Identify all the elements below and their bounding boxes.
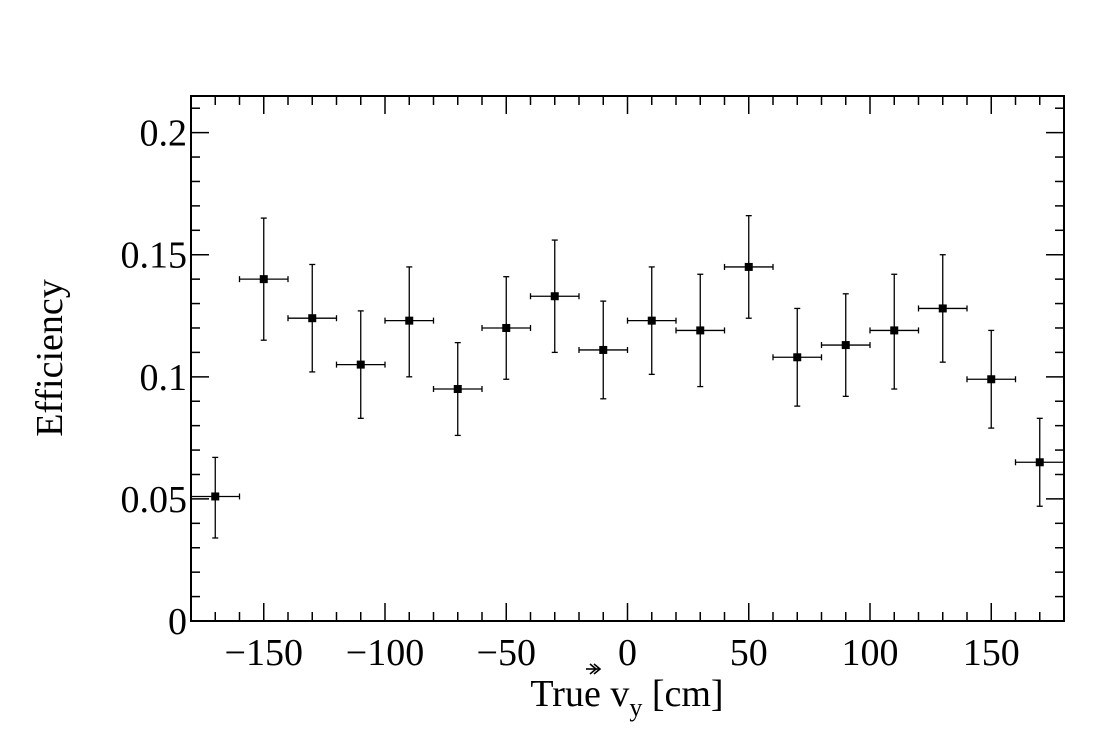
square-marker	[841, 341, 850, 350]
square-marker	[405, 316, 414, 325]
plot-frame	[190, 95, 1065, 622]
square-marker	[696, 326, 705, 335]
square-marker	[938, 304, 947, 313]
square-marker	[356, 360, 365, 369]
x-tick-label: −100	[346, 632, 424, 674]
y-tick-label: 0	[168, 601, 187, 643]
data-point	[723, 215, 774, 319]
data-point	[432, 341, 483, 437]
data-point	[529, 239, 580, 354]
x-tick-label: −150	[225, 632, 303, 674]
data-point	[772, 307, 823, 407]
y-tick-label: 0.1	[140, 357, 188, 399]
square-marker	[793, 353, 802, 362]
square-marker	[744, 262, 753, 271]
square-marker	[453, 385, 462, 394]
square-marker	[550, 292, 559, 301]
square-marker	[308, 314, 317, 323]
data-point	[820, 293, 871, 397]
x-axis-ticks	[190, 96, 1065, 621]
y-axis-tick-labels: 0 0.05 0.1 0.15 0.2	[121, 113, 188, 643]
data-point	[675, 273, 726, 388]
x-axis-title-prefix: True	[530, 673, 610, 715]
data-point	[384, 266, 435, 378]
square-marker	[987, 375, 996, 384]
data-point	[578, 300, 629, 400]
square-marker	[647, 316, 656, 325]
y-tick-label: 0.2	[140, 113, 188, 155]
x-axis-title: True vy [cm]	[530, 673, 723, 722]
square-marker	[1035, 458, 1044, 467]
data-point	[238, 217, 289, 341]
y-tick-label: 0.15	[121, 235, 188, 277]
data-point	[1014, 417, 1065, 507]
x-axis-title-subscript: y	[629, 693, 642, 722]
y-axis-ticks	[191, 107, 1064, 622]
x-tick-label: 150	[963, 632, 1020, 674]
data-point	[917, 254, 968, 363]
square-marker	[890, 326, 899, 335]
data-points	[190, 215, 1065, 539]
x-tick-label: 50	[730, 632, 768, 674]
data-point	[966, 329, 1017, 429]
x-tick-label: 0	[618, 632, 637, 674]
data-point	[287, 263, 338, 373]
y-axis-title: Efficiency	[29, 279, 71, 437]
data-point	[481, 276, 532, 380]
square-marker	[211, 492, 220, 501]
square-marker	[259, 275, 268, 284]
vector-arrow-icon	[586, 663, 602, 675]
square-marker	[502, 323, 511, 332]
data-point	[335, 310, 386, 419]
x-tick-label: 100	[842, 632, 899, 674]
x-axis-title-symbol: v	[610, 673, 629, 715]
data-point	[190, 456, 241, 539]
data-point	[626, 266, 677, 376]
x-axis-title-suffix: [cm]	[642, 673, 723, 715]
data-point	[869, 273, 920, 390]
square-marker	[599, 345, 608, 354]
x-tick-label: −50	[477, 632, 536, 674]
y-tick-label: 0.05	[121, 479, 188, 521]
x-axis-tick-labels: −150 −100 −50 0 50 100 150	[225, 632, 1020, 674]
